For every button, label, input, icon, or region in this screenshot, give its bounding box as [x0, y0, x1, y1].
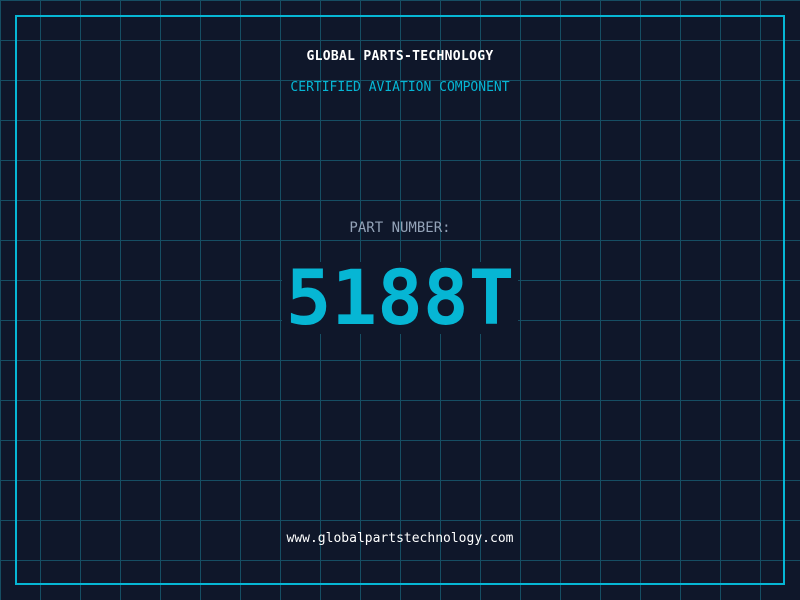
part-number-container: 5188T: [0, 260, 800, 336]
part-number-label: PART NUMBER:: [349, 220, 451, 236]
border-frame: [15, 15, 785, 585]
part-number: 5188T: [281, 260, 519, 336]
company-title: GLOBAL PARTS-TECHNOLOGY: [306, 49, 494, 64]
subtitle: CERTIFIED AVIATION COMPONENT: [290, 80, 510, 95]
website-url: www.globalpartstechnology.com: [286, 531, 514, 546]
